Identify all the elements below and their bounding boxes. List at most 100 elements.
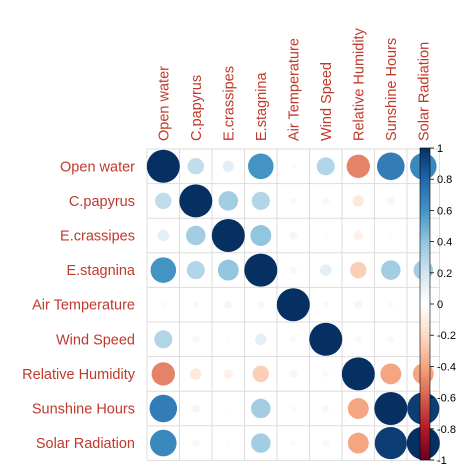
column-label: C.papyrus xyxy=(189,75,205,141)
correlation-circle xyxy=(224,300,233,309)
column-label: E.crassipes xyxy=(221,66,237,141)
correlation-circle xyxy=(322,439,330,447)
correlation-circle xyxy=(211,219,245,252)
correlation-circle xyxy=(190,368,202,380)
row-labels: Open water C.papyrus E.crassipes E.stagnina… xyxy=(22,159,136,452)
correlation-circle xyxy=(289,231,298,240)
correlation-circle xyxy=(320,264,332,276)
correlation-circle xyxy=(192,335,200,343)
correlation-circle xyxy=(251,191,270,210)
column-label: Wind Speed xyxy=(319,62,335,141)
correlation-circle xyxy=(352,195,365,207)
correlation-circle xyxy=(154,330,173,349)
row-label: C.papyrus xyxy=(69,194,135,210)
colorbar-tick-label: -1 xyxy=(437,455,447,467)
correlation-circle xyxy=(380,363,402,385)
column-label: Open water xyxy=(156,66,172,141)
correlation-circle xyxy=(309,322,343,356)
correlation-circle xyxy=(252,365,270,383)
correlation-circle xyxy=(250,225,272,246)
column-label: Relative Humidity xyxy=(351,27,367,141)
correlation-circle xyxy=(290,197,297,205)
correlation-circle xyxy=(151,362,175,386)
column-labels: Open water C.papyrus E.crassipes E.stagnina… xyxy=(156,27,432,141)
correlation-circle xyxy=(255,333,267,346)
row-label: E.crassipes xyxy=(60,229,135,245)
correlation-circle xyxy=(388,233,394,238)
colorbar-tick-label: 0.6 xyxy=(437,205,452,217)
correlation-circle xyxy=(386,196,395,205)
correlation-circle xyxy=(225,440,231,446)
correlation-circle xyxy=(353,230,363,241)
correlation-circle xyxy=(150,257,177,283)
colorbar-tick-label: -0.8 xyxy=(437,424,456,436)
column-label: Sunshine Hours xyxy=(384,38,400,141)
correlation-circle xyxy=(387,301,394,308)
correlation-circle xyxy=(160,301,167,308)
correlation-circle xyxy=(322,404,330,413)
column-label: Air Temperature xyxy=(286,38,302,141)
correlation-circle xyxy=(179,184,213,218)
correlation-circle xyxy=(290,440,297,446)
correlation-circle xyxy=(257,301,265,309)
correlation-circle xyxy=(157,229,170,242)
colorbar-tick-label: 0.2 xyxy=(437,268,452,280)
correlation-circle xyxy=(323,233,329,238)
colorbar-tick-label: 0.4 xyxy=(437,237,452,249)
colorbar-tick-label: -0.4 xyxy=(437,361,456,373)
correlation-circle xyxy=(223,369,233,379)
correlation-circle xyxy=(346,154,370,178)
column-label: Solar Radiation xyxy=(416,42,432,141)
colorbar: 1 0.8 0.6 0.4 0.2 0 -0.2 -0.4 -0.6 -0.8 -1 xyxy=(419,143,456,467)
correlation-circle xyxy=(387,335,395,343)
correlation-circle xyxy=(251,433,271,453)
correlation-circle xyxy=(289,266,297,274)
correlation-circle xyxy=(146,149,180,183)
row-label: Wind Speed xyxy=(56,332,135,348)
colorbar-tick-label: 0.8 xyxy=(437,174,452,186)
correlation-circle xyxy=(354,300,363,309)
correlation-circle xyxy=(149,394,178,423)
correlation-circle xyxy=(218,191,239,211)
colorbar-tick-label: 0 xyxy=(437,299,443,311)
correlation-circle xyxy=(222,160,235,173)
row-label: Relative Humidity xyxy=(22,367,136,383)
row-label: Sunshine Hours xyxy=(32,402,135,418)
correlation-circle xyxy=(322,370,330,378)
correlation-circle xyxy=(217,259,239,281)
correlation-circle xyxy=(374,427,407,460)
correlation-circle xyxy=(248,153,274,180)
correlation-circle xyxy=(225,336,231,342)
correlation-circle xyxy=(187,158,205,175)
correlation-circle xyxy=(381,260,401,280)
correlation-circle xyxy=(347,432,369,454)
colorbar-tick-label: 1 xyxy=(437,143,443,155)
correlation-circle xyxy=(290,405,297,412)
correlation-circle xyxy=(374,392,408,425)
correlation-circle xyxy=(322,197,330,205)
correlation-circle xyxy=(377,152,405,181)
correlation-circle xyxy=(192,439,200,447)
row-label: Solar Radiation xyxy=(36,436,135,452)
correlation-circle xyxy=(276,288,310,322)
correlation-circle xyxy=(155,192,172,210)
colorbar-gradient xyxy=(419,147,431,461)
correlation-circle xyxy=(355,336,362,343)
column-label: E.stagnina xyxy=(254,72,270,141)
correlation-circle xyxy=(289,369,298,378)
correlation-circle xyxy=(322,301,330,309)
colorbar-tick-label: -0.2 xyxy=(437,330,456,342)
correlation-circle xyxy=(192,301,200,309)
correlation-circle xyxy=(316,157,335,176)
correlation-circle xyxy=(244,253,278,287)
correlation-circle xyxy=(191,404,200,413)
row-label: Air Temperature xyxy=(32,298,135,314)
correlation-circle xyxy=(186,261,205,280)
correlation-circle xyxy=(350,261,367,279)
row-label: E.stagnina xyxy=(66,263,135,279)
correlation-circle xyxy=(341,357,375,391)
correlation-circle xyxy=(150,429,177,457)
correlation-circle xyxy=(186,225,206,246)
correlation-circle xyxy=(251,398,271,419)
